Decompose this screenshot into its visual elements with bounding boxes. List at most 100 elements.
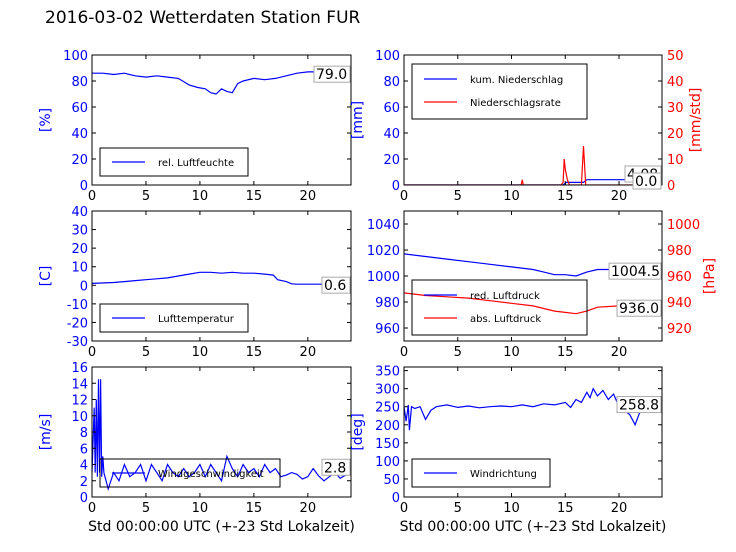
- y-tick-label: 80: [383, 75, 400, 90]
- y-tick-label: 100: [63, 49, 88, 64]
- y-tick-label: 20: [71, 242, 88, 257]
- x-tick-label: 5: [454, 345, 462, 360]
- y-tick-label: 1000: [367, 270, 400, 285]
- x-tick-label: 15: [557, 189, 574, 204]
- y-tick-label: 12: [71, 394, 88, 409]
- y-tick-label: 10: [71, 410, 88, 425]
- y-tick-label-right: 940: [667, 296, 692, 311]
- y-tick-label: -10: [67, 298, 88, 313]
- y-axis-label: [deg]: [350, 413, 366, 450]
- legend-label: Niederschlagsrate: [470, 98, 561, 109]
- y-tick-label: 60: [71, 101, 88, 116]
- y-tick-label: 150: [375, 437, 400, 452]
- y-tick-label-right: 0: [667, 179, 675, 194]
- y-tick-label: 980: [375, 296, 400, 311]
- x-tick-label: 20: [611, 501, 628, 516]
- y-tick-label: 60: [383, 101, 400, 116]
- x-tick-label: 10: [192, 189, 209, 204]
- x-tick-label: 5: [142, 189, 150, 204]
- x-tick-label: 5: [142, 501, 150, 516]
- series-group: [92, 379, 351, 492]
- chart-humidity: 0 5 10 15 20 0 20 40 60 80 100 [%] 79.0 rel. Luftfeuc…: [38, 49, 352, 204]
- y-tick-label: 50: [383, 473, 400, 488]
- chart-temp: 0 5 10 15 20 -30 -20 -10 0 10 20 30 40 [C] 0.6 Lufttemp…: [38, 205, 352, 360]
- y-tick-label: 0: [392, 179, 400, 194]
- x-tick-label: 15: [557, 345, 574, 360]
- y-tick-label: 40: [71, 205, 88, 220]
- y-tick-label: 350: [375, 365, 400, 380]
- page-title: 2016-03-02 Wetterdaten Station FUR: [45, 8, 361, 28]
- series-line-0: [92, 379, 351, 492]
- x-tick-label: 15: [246, 189, 263, 204]
- y-tick-label: 0: [392, 491, 400, 506]
- legend-box: [99, 303, 249, 333]
- value-label-right: 0.0: [635, 174, 657, 190]
- x-tick-label: 0: [88, 189, 96, 204]
- x-tick-label: 15: [246, 501, 263, 516]
- x-tick-label: 10: [192, 345, 209, 360]
- value-label: 2.8: [324, 460, 346, 476]
- y-tick-label: 100: [375, 49, 400, 64]
- value-label: 1004.5: [611, 264, 660, 280]
- x-tick-label: 20: [611, 345, 628, 360]
- x-tick-label: 15: [246, 345, 263, 360]
- y-axis-label: [C]: [38, 266, 54, 287]
- x-axis-label: Std 00:00:00 UTC (+-23 Std Lokalzeit): [88, 519, 355, 535]
- x-tick-label: 5: [142, 345, 150, 360]
- y-tick-label-right: 1000: [667, 218, 700, 233]
- y-axis-label: [%]: [38, 108, 54, 132]
- x-tick-label: 20: [300, 501, 317, 516]
- y-tick-label: 8: [80, 426, 88, 441]
- y-tick-label-right: 20: [667, 127, 684, 142]
- legend-label: abs. Luftdruck: [470, 314, 541, 325]
- y-tick-label: 14: [71, 377, 88, 392]
- y-tick-label: 960: [375, 322, 400, 337]
- y-tick-label-right: 980: [667, 244, 692, 259]
- y-tick-label: 80: [71, 75, 88, 90]
- x-tick-label: 20: [300, 189, 317, 204]
- legend-label: Windrichtung: [470, 469, 537, 480]
- y-tick-label: 6: [80, 442, 88, 457]
- x-tick-label: 5: [454, 501, 462, 516]
- x-tick-label: 20: [611, 189, 628, 204]
- series-line-0: [404, 179, 662, 185]
- legend-label: kum. Niederschlag: [470, 75, 563, 86]
- axes-frame: [403, 366, 663, 498]
- y-tick-label: 40: [71, 127, 88, 142]
- legend-label: red. Luftdruck: [470, 291, 540, 302]
- y-tick-label-right: 50: [667, 49, 684, 64]
- x-tick-label: 10: [503, 345, 520, 360]
- value-label-box: [608, 262, 662, 280]
- y-axis-label-right: [mm/std]: [688, 88, 704, 153]
- x-tick-label: 10: [503, 501, 520, 516]
- y-tick-label: 4: [80, 459, 88, 474]
- y-tick-label: 0: [80, 491, 88, 506]
- value-label-box: [321, 458, 351, 476]
- legend-label: Lufttemperatur: [158, 314, 235, 325]
- axes-frame: [91, 54, 352, 186]
- series-line-0: [92, 271, 351, 285]
- series-line-0: [92, 71, 351, 95]
- value-label-right: 936.0: [619, 301, 659, 317]
- chart-pressure: 0 5 10 15 20 960 980 1000 1020 1040 920 940 960 980 10…: [367, 210, 718, 360]
- y-tick-label-right: 10: [667, 153, 684, 168]
- y-tick-label: 0: [80, 279, 88, 294]
- y-tick-label-right: 40: [667, 75, 684, 90]
- y-tick-label: 1020: [367, 244, 400, 259]
- x-tick-label: 0: [88, 501, 96, 516]
- y-tick-label-right: 30: [667, 101, 684, 116]
- series-line-0: [404, 253, 662, 277]
- x-tick-label: 0: [400, 189, 408, 204]
- value-label: 0.6: [324, 278, 346, 294]
- y-tick-label-right: 960: [667, 270, 692, 285]
- x-tick-label: 5: [454, 189, 462, 204]
- x-tick-label: 0: [88, 345, 96, 360]
- y-tick-label: 16: [71, 361, 88, 376]
- y-axis-label-right: [hPa]: [702, 258, 718, 294]
- value-label-right-box: [632, 172, 662, 190]
- chart-precip: 0 5 10 15 20 0 20 40 60 80 100 0 10 20 30 40 50 [mm] [mm/s…: [350, 49, 704, 204]
- legend-box: [411, 458, 551, 488]
- value-label: 79.0: [316, 67, 347, 83]
